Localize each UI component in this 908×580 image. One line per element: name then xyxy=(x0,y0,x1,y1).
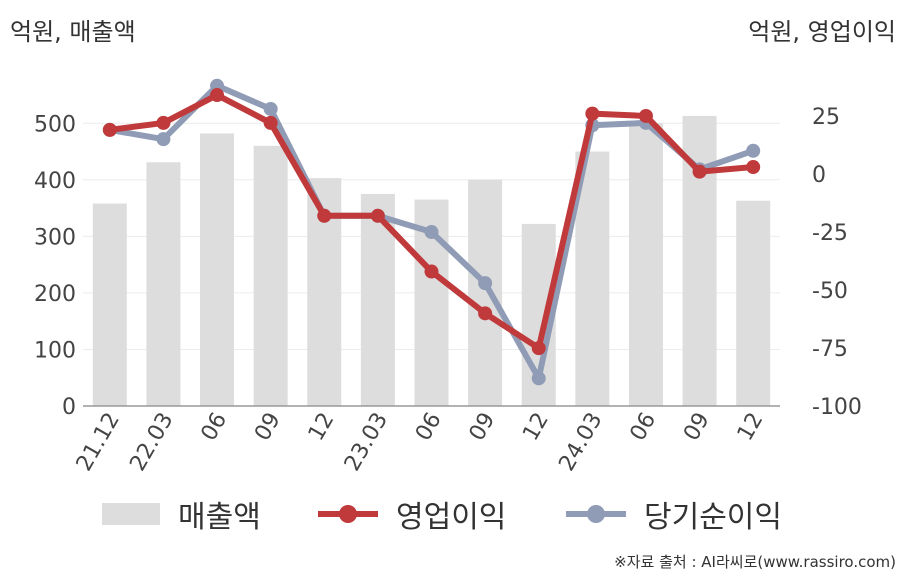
revenue-bars xyxy=(92,115,771,406)
left-tick-label: 500 xyxy=(34,112,76,137)
bar xyxy=(92,203,127,406)
x-tick-label: 06 xyxy=(626,409,662,446)
bar xyxy=(628,123,663,406)
bar xyxy=(200,133,235,406)
legend-swatch-net-income xyxy=(566,502,626,526)
legend-item-net-income: 당기순이익 xyxy=(566,494,782,535)
x-tick-label: 21.12 xyxy=(72,409,125,476)
x-tick-label: 12 xyxy=(733,409,769,446)
series-point xyxy=(424,225,439,240)
series-point xyxy=(478,276,493,291)
left-axis-unit: 억원, 매출액 xyxy=(10,18,136,46)
series-point xyxy=(638,108,653,123)
bar xyxy=(468,179,503,406)
x-tick-label: 23.03 xyxy=(340,409,393,476)
right-tick-label: -100 xyxy=(812,395,862,420)
x-tick-label: 06 xyxy=(411,409,447,446)
series-point xyxy=(585,106,600,121)
bar xyxy=(146,162,181,406)
legend-label-revenue: 매출액 xyxy=(178,500,261,535)
series-point xyxy=(746,143,761,158)
left-tick-label: 100 xyxy=(34,338,76,363)
left-tick-label: 300 xyxy=(34,225,76,250)
x-tick-label: 24.03 xyxy=(554,409,607,476)
x-tick-label: 12 xyxy=(304,409,340,446)
legend-swatch-operating-profit xyxy=(318,502,378,526)
right-tick-label: -50 xyxy=(812,279,848,304)
x-tick-label: 09 xyxy=(465,408,501,445)
series-point xyxy=(370,208,385,223)
left-tick-label: 400 xyxy=(34,169,76,194)
legend-label-operating-profit: 영업이익 xyxy=(396,500,507,535)
series-point xyxy=(531,341,546,356)
series-point xyxy=(478,306,493,321)
bar xyxy=(575,151,610,406)
left-tick-label: 200 xyxy=(34,282,76,307)
right-tick-label: 25 xyxy=(812,105,840,130)
right-axis-unit: 억원, 영업이익 xyxy=(748,18,896,46)
series-point xyxy=(263,101,278,116)
x-tick-label: 09 xyxy=(250,409,286,446)
x-tick-label: 06 xyxy=(197,409,233,446)
bar xyxy=(736,200,771,406)
series-point xyxy=(156,115,171,130)
right-tick-label: 0 xyxy=(812,163,826,188)
series-point xyxy=(424,264,439,279)
right-tick-label: -75 xyxy=(812,337,848,362)
legend-item-operating-profit: 영업이익 xyxy=(318,494,507,535)
series-point xyxy=(317,208,332,223)
legend-label-net-income: 당기순이익 xyxy=(644,500,782,535)
series-point xyxy=(263,115,278,130)
series-point xyxy=(531,371,546,386)
legend-swatch-revenue xyxy=(102,503,160,525)
series-point xyxy=(156,132,171,147)
left-tick-label: 0 xyxy=(62,395,76,420)
series-point xyxy=(746,160,761,175)
x-tick-label: 22.03 xyxy=(125,409,178,476)
series-point xyxy=(210,88,225,103)
x-tick-label: 09 xyxy=(679,409,715,446)
source-note: ※자료 출처 : AI라씨로(www.rassiro.com) xyxy=(614,553,896,571)
bar xyxy=(253,145,288,406)
right-tick-label: -25 xyxy=(812,221,848,246)
legend-item-revenue: 매출액 xyxy=(102,494,261,535)
series-point xyxy=(102,122,117,137)
profit-lines xyxy=(102,78,761,386)
series-point xyxy=(692,164,707,179)
x-tick-label: 12 xyxy=(518,409,554,446)
